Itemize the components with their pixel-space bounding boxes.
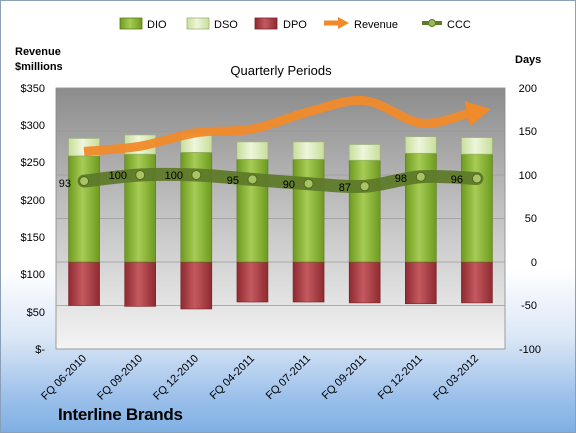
left-tick: $100 [21, 269, 45, 281]
dpo-bar [180, 261, 213, 310]
revenue-path [83, 95, 469, 156]
left-tick: $200 [21, 195, 45, 207]
dio-bar [348, 159, 381, 263]
left-tick: $250 [21, 157, 45, 169]
dpo-bar [68, 261, 100, 306]
ccc-data-label: 95 [227, 175, 239, 187]
category-label: FQ 12-2010 [151, 353, 201, 403]
ccc-marker [359, 181, 370, 192]
ccc-line [77, 167, 484, 194]
legend-item-ccc: CCC [422, 19, 471, 31]
ccc-data-label: 98 [395, 173, 407, 185]
dpo-bar [405, 261, 437, 305]
ccc-data-label: 87 [339, 182, 351, 194]
legend-item-dio: DIO [119, 17, 167, 31]
dpo-bar [124, 261, 156, 307]
ccc-marker [471, 173, 482, 184]
dso-bar [348, 144, 381, 161]
dio-bar [405, 152, 437, 263]
right-tick: 0 [531, 257, 537, 269]
ccc-marker [135, 170, 146, 180]
ccc-marker [191, 170, 202, 180]
svg-text:Revenue: Revenue [354, 19, 398, 31]
dpo-bar [461, 261, 493, 304]
ccc-data-label: 100 [109, 170, 127, 182]
svg-text:CCC: CCC [447, 19, 471, 31]
legend-item-revenue: Revenue [324, 17, 398, 31]
right-tick: -50 [521, 300, 537, 312]
right-tick: 150 [519, 126, 537, 138]
ccc-marker [247, 174, 258, 185]
category-label: FQ 04-2011 [208, 353, 257, 402]
company-name: Interline Brands [58, 405, 183, 424]
revenue-arrowhead [464, 101, 491, 127]
legend: DIO DSO DPO Revenue CCC [119, 17, 471, 31]
right-tick: 200 [519, 83, 537, 95]
ccc-data-labels: 93 100 100 95 90 87 98 96 [59, 170, 463, 194]
dso-bar [461, 137, 493, 155]
revenue-line [83, 95, 491, 156]
dpo-bar [348, 261, 381, 304]
svg-text:DSO: DSO [214, 19, 238, 31]
legend-item-dso: DSO [186, 17, 238, 31]
chart-title: Quarterly Periods [230, 63, 332, 78]
ccc-data-label: 93 [59, 178, 71, 190]
ccc-marker [303, 178, 314, 189]
category-label: FQ 09-2011 [320, 353, 369, 402]
ccc-data-label: 96 [451, 174, 463, 186]
category-labels: FQ 06-2010 FQ 09-2010 FQ 12-2010 FQ 04-2… [39, 353, 481, 403]
category-label: FQ 09-2010 [95, 353, 145, 403]
right-axis-title: Days [515, 54, 541, 66]
dso-bar [292, 141, 325, 160]
left-axis-ticks: $350 $300 $250 $200 $150 $100 $50 $- [21, 83, 46, 356]
left-tick: $300 [21, 120, 45, 132]
ccc-marker [415, 171, 426, 182]
dio-bar [68, 155, 100, 263]
legend-item-dpo: DPO [254, 17, 307, 31]
dso-bar [236, 141, 269, 160]
right-tick: -100 [519, 344, 541, 356]
left-axis-title-line1: Revenue [15, 46, 61, 58]
category-label: FQ 12-2011 [376, 353, 425, 402]
dpo-bar [236, 261, 269, 303]
category-label: FQ 07-2011 [264, 353, 313, 402]
left-axis-title-line2: $millions [15, 61, 63, 73]
right-tick: 50 [525, 213, 537, 225]
dio-bar [292, 159, 325, 263]
dpo-bar [292, 261, 325, 303]
right-axis-ticks: 200 150 100 50 0 -50 -100 [519, 83, 541, 356]
ccc-data-label: 90 [283, 179, 295, 191]
dso-bar [405, 136, 437, 154]
right-tick: 100 [519, 170, 537, 182]
left-tick: $150 [21, 232, 45, 244]
ccc-marker [79, 176, 90, 187]
dio-bar [461, 153, 493, 263]
category-label: FQ 06-2010 [39, 353, 89, 403]
ccc-data-label: 100 [165, 170, 183, 182]
category-label: FQ 03-2012 [431, 353, 481, 403]
svg-text:DPO: DPO [283, 19, 307, 31]
left-tick: $350 [21, 83, 45, 95]
svg-text:DIO: DIO [147, 19, 167, 31]
left-tick: $- [35, 344, 45, 356]
left-tick: $50 [27, 307, 45, 319]
